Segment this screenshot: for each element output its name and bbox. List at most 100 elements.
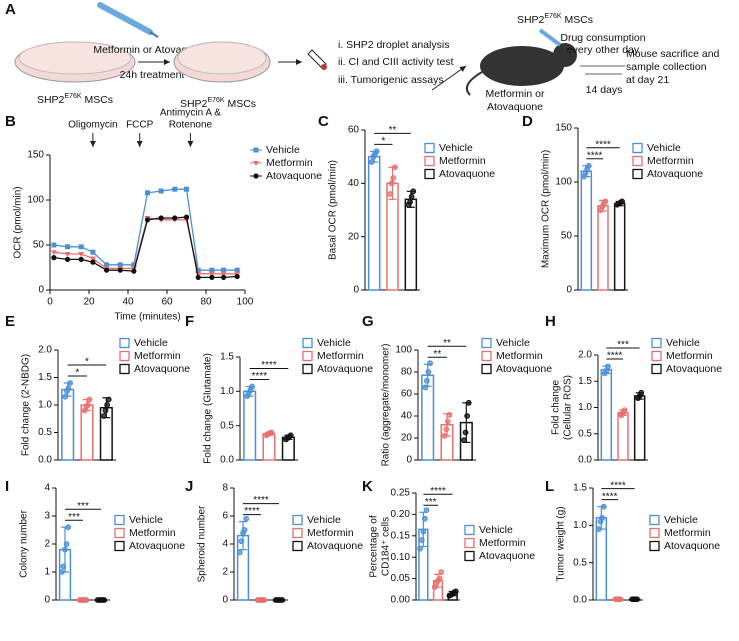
endpoint: sample collection	[626, 61, 707, 73]
y-tick-label: 80	[401, 367, 413, 378]
data-point	[236, 549, 243, 556]
significance-label: ****	[610, 480, 626, 491]
legend-label: Metformin	[664, 527, 711, 539]
y-tick-label: 1.5	[220, 352, 234, 363]
legend-label: Atovaquone	[647, 168, 703, 180]
legend-swatch	[464, 550, 475, 562]
droplet	[321, 64, 327, 70]
marker	[145, 190, 150, 196]
legend-label: Metformin	[266, 157, 313, 169]
significance-label: ***	[425, 497, 437, 508]
marker	[78, 256, 84, 262]
y-tick-label: 3	[44, 511, 50, 522]
marker	[234, 267, 240, 273]
y-tick-label: 8	[222, 483, 228, 494]
data-point	[390, 175, 397, 181]
legend-label: Vehicle	[129, 514, 163, 526]
y-tick-label: 0.5	[578, 428, 592, 439]
marker	[131, 268, 137, 274]
bar	[597, 205, 609, 291]
panel-letter: C	[318, 113, 329, 130]
dosing: every other day	[567, 44, 640, 56]
legend-swatch	[481, 363, 492, 375]
bar	[613, 202, 626, 291]
y-tick-label: 4	[44, 483, 50, 494]
marker	[195, 274, 201, 280]
y-tick-label: 100	[555, 177, 572, 188]
y-tick-label: 0.5	[573, 557, 587, 568]
legend-label: Vehicle	[479, 524, 513, 536]
panel-letter: K	[362, 478, 373, 495]
data-point	[462, 429, 469, 436]
period: 14 days	[586, 84, 623, 96]
legend-label: Atovaquone	[129, 540, 185, 552]
significance-label: ****	[595, 139, 611, 150]
marker	[117, 267, 123, 273]
y-tick-label: 40	[348, 178, 360, 189]
significance-label: ****	[252, 371, 268, 382]
legend-swatch	[424, 142, 435, 154]
legend-label: Vehicle	[647, 142, 681, 154]
legend-swatch	[651, 363, 662, 375]
legend-label: Atovaquone	[479, 550, 535, 562]
bar	[243, 390, 257, 461]
legend-swatch	[651, 350, 662, 362]
data-point	[102, 407, 109, 414]
legend-label: Atovaquone	[317, 363, 373, 375]
y-tick-label: 0.5	[220, 420, 234, 431]
y-tick-label: 0.0	[38, 455, 52, 466]
y-tick-label: 150	[555, 123, 572, 134]
x-tick-label: 40	[122, 297, 134, 308]
marker	[64, 252, 71, 257]
legend-swatch	[481, 337, 492, 349]
syringe	[538, 28, 562, 47]
duration: 24h treatment	[120, 69, 185, 81]
bar	[600, 368, 613, 461]
marker	[253, 147, 259, 153]
legend-swatch	[302, 337, 313, 349]
legend-swatch	[114, 540, 125, 552]
marker	[144, 217, 151, 223]
marker	[78, 252, 85, 257]
y-tick-label: 20	[348, 231, 360, 242]
panel-letter: G	[362, 313, 374, 330]
marker	[253, 161, 259, 166]
cell-label: SHP2E76K MSCs	[517, 13, 593, 26]
marker	[131, 262, 137, 268]
y-tick-label: 0.0	[573, 595, 587, 606]
legend-label: Metformin	[496, 350, 543, 362]
data-point	[443, 426, 450, 433]
annotation: Rotenone	[169, 120, 213, 131]
y-tick-label: 0	[38, 285, 44, 296]
schematic: A SHP2E76K MSCs Metformin or Atovaquone …	[5, 1, 720, 113]
y-axis-label: (Cellular ROS)	[563, 375, 574, 440]
marker	[253, 173, 259, 179]
cell-label: SHP2E76K MSCs	[37, 93, 113, 106]
bar	[367, 155, 381, 291]
marker	[221, 267, 227, 273]
significance-label: ***	[617, 340, 629, 351]
legend-label: Metformin	[479, 537, 526, 549]
y-tick-label: 50	[33, 240, 45, 251]
marker	[195, 267, 201, 273]
panel-letter: I	[5, 478, 9, 495]
y-tick-label: 60	[348, 125, 360, 136]
legend-swatch	[632, 142, 643, 154]
legend-label: Atovaquone	[666, 363, 722, 375]
y-tick-label: 4	[222, 539, 228, 550]
panel-letter: H	[545, 313, 556, 330]
bar	[80, 404, 94, 461]
significance-label: ****	[607, 351, 623, 362]
dosing: Drug consumption	[560, 32, 645, 44]
panel-letter: L	[545, 478, 554, 495]
y-tick-label: 50	[561, 231, 573, 242]
data-point	[444, 418, 451, 425]
legend-swatch	[119, 350, 130, 362]
legend-label: Vehicle	[317, 337, 351, 349]
y-tick-label: 1.0	[38, 400, 52, 411]
legend-swatch	[292, 527, 303, 539]
panel-letter: F	[185, 313, 194, 330]
annotation: Oligomycin	[68, 120, 117, 131]
legend-label: Metformin	[317, 350, 364, 362]
